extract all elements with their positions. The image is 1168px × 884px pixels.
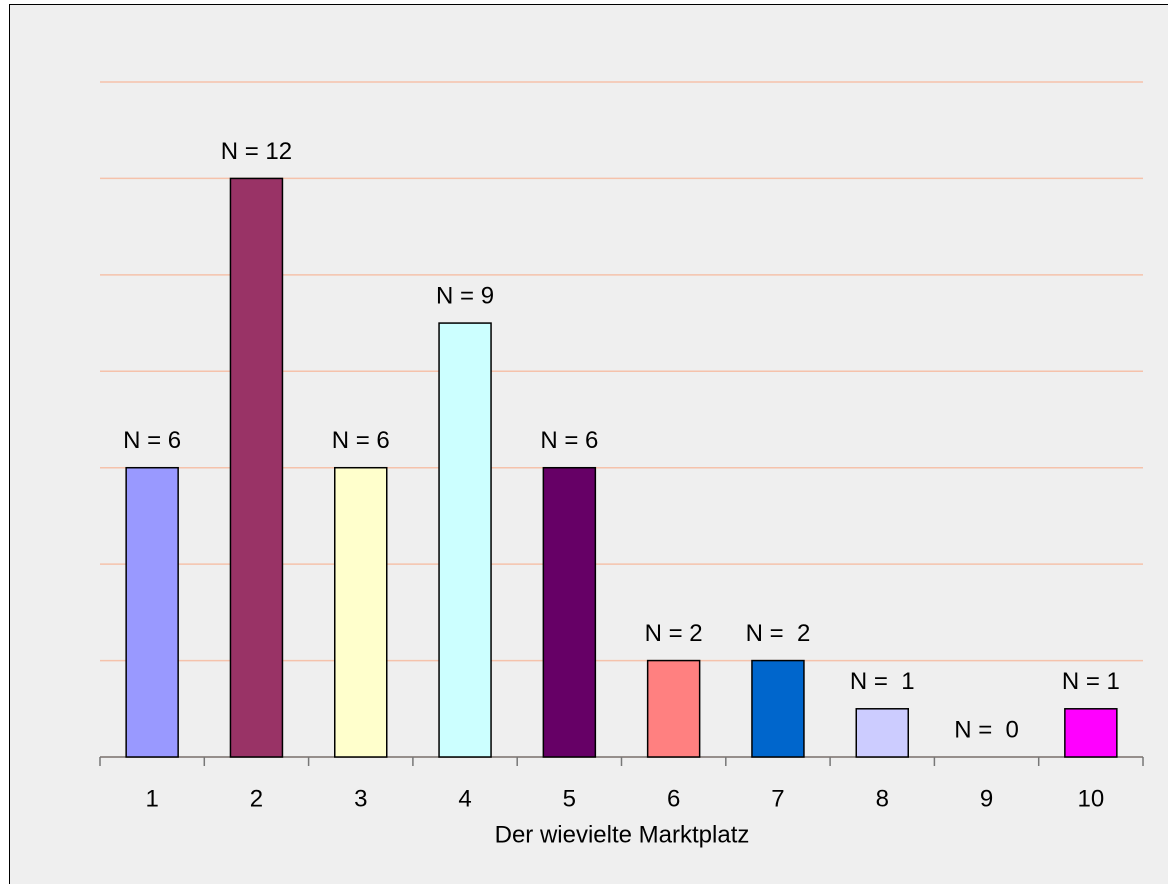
bar [855,708,909,758]
data-label: N = 6 [123,427,181,454]
x-axis-label: Der wievielte Marktplatz [495,821,750,848]
x-tick-label: 9 [980,785,993,812]
x-tick-label: 7 [771,785,784,812]
x-tick-label: 4 [458,785,471,812]
x-tick-label: 10 [1077,785,1104,812]
data-label: N = 2 [746,620,811,647]
x-tick-label: 1 [145,785,158,812]
bar [1064,708,1118,758]
data-label: N = 1 [850,668,915,695]
data-label: N = 0 [954,716,1019,743]
x-tick-label: 2 [250,785,263,812]
data-label: N = 12 [221,138,292,165]
data-label: N = 2 [645,620,703,647]
bar [438,322,492,758]
data-label: N = 9 [436,282,494,309]
data-label: N = 6 [540,427,598,454]
bar [751,659,805,758]
data-label: N = 6 [332,427,390,454]
bar [125,466,179,758]
x-tick-label: 3 [354,785,367,812]
x-tick-label: 8 [876,785,889,812]
x-tick-label: 6 [667,785,680,812]
x-tick-label: 5 [563,785,576,812]
data-label: N = 1 [1062,668,1120,695]
bar [334,466,388,758]
bar [542,466,597,758]
bar [229,177,284,758]
bar [646,659,701,758]
